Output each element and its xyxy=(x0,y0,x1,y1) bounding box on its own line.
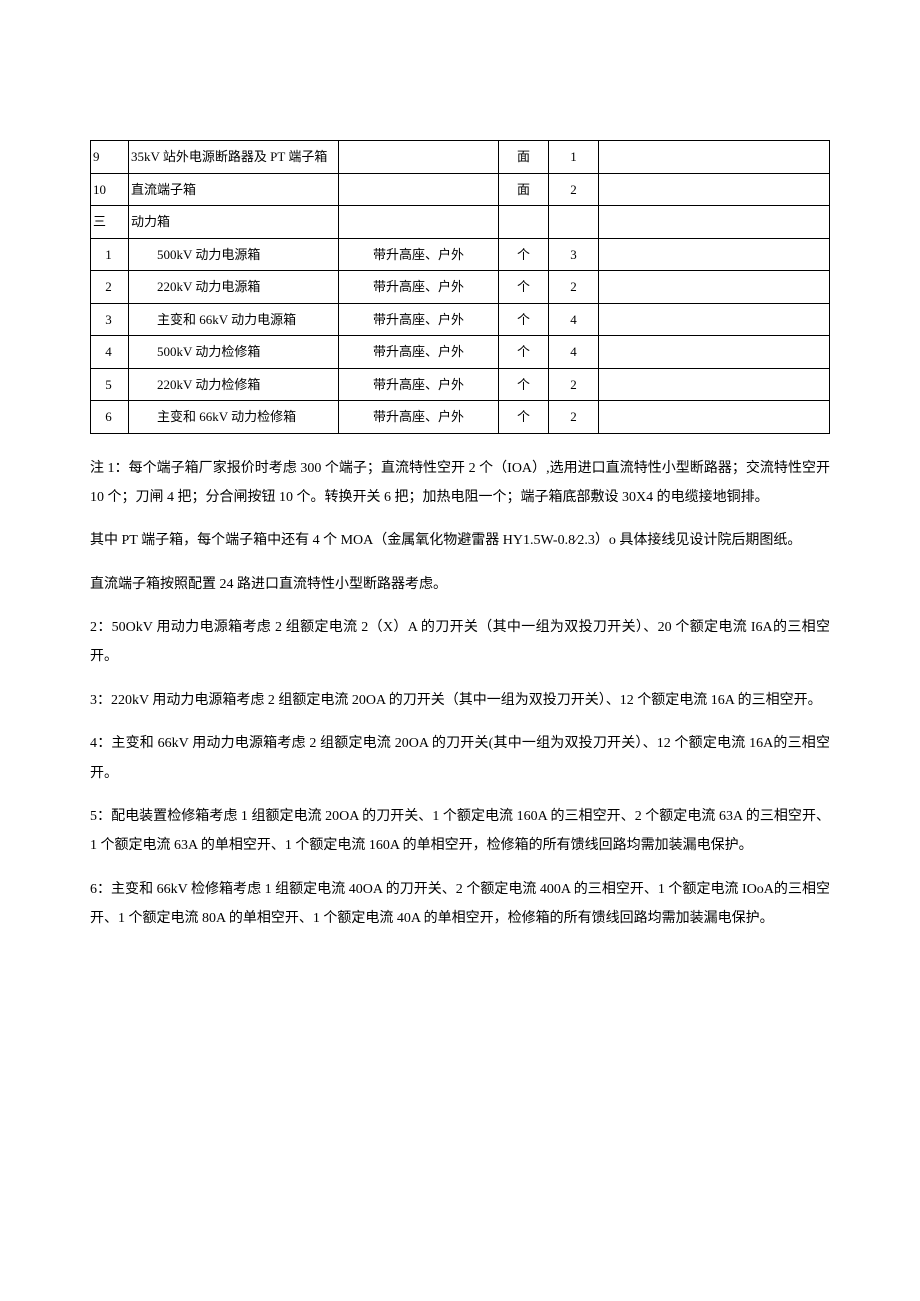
cell-spec: 带升高座、户外 xyxy=(339,401,499,434)
cell-spec: 带升高座、户外 xyxy=(339,271,499,304)
cell-index: 2 xyxy=(91,271,129,304)
cell-remark xyxy=(599,336,830,369)
cell-qty: 4 xyxy=(549,336,599,369)
cell-spec: 带升高座、户外 xyxy=(339,238,499,271)
cell-name: 动力箱 xyxy=(129,206,339,239)
cell-remark xyxy=(599,271,830,304)
cell-spec xyxy=(339,206,499,239)
cell-index: 6 xyxy=(91,401,129,434)
note-paragraph: 4：主变和 66kV 用动力电源箱考虑 2 组额定电流 20OA 的刀开关(其中… xyxy=(90,729,830,788)
cell-unit: 个 xyxy=(499,238,549,271)
cell-index: 4 xyxy=(91,336,129,369)
note-paragraph: 其中 PT 端子箱，每个端子箱中还有 4 个 MOA（金属氧化物避雷器 HY1.… xyxy=(90,526,830,555)
cell-qty: 2 xyxy=(549,368,599,401)
note-paragraph: 5：配电装置检修箱考虑 1 组额定电流 20OA 的刀开关、1 个额定电流 16… xyxy=(90,802,830,861)
note-paragraph: 3：220kV 用动力电源箱考虑 2 组额定电流 20OA 的刀开关（其中一组为… xyxy=(90,686,830,715)
cell-spec: 带升高座、户外 xyxy=(339,368,499,401)
cell-index: 3 xyxy=(91,303,129,336)
cell-unit: 个 xyxy=(499,368,549,401)
cell-remark xyxy=(599,238,830,271)
cell-remark xyxy=(599,368,830,401)
cell-spec: 带升高座、户外 xyxy=(339,303,499,336)
table-row: 10直流端子箱 面2 xyxy=(91,173,830,206)
cell-unit: 个 xyxy=(499,336,549,369)
cell-name: 500kV 动力电源箱 xyxy=(129,238,339,271)
cell-name: 主变和 66kV 动力电源箱 xyxy=(129,303,339,336)
table-row: 6主变和 66kV 动力检修箱带升高座、户外个2 xyxy=(91,401,830,434)
cell-unit: 个 xyxy=(499,401,549,434)
cell-unit: 个 xyxy=(499,271,549,304)
cell-index: 9 xyxy=(91,141,129,174)
cell-index: 1 xyxy=(91,238,129,271)
note-paragraph: 注 1：每个端子箱厂家报价时考虑 300 个端子；直流特性空开 2 个（IOA）… xyxy=(90,454,830,513)
cell-name: 35kV 站外电源断路器及 PT 端子箱 xyxy=(129,141,339,174)
table-row: 3主变和 66kV 动力电源箱带升高座、户外个4 xyxy=(91,303,830,336)
table-row: 935kV 站外电源断路器及 PT 端子箱 面1 xyxy=(91,141,830,174)
cell-qty: 2 xyxy=(549,401,599,434)
cell-spec: 带升高座、户外 xyxy=(339,336,499,369)
cell-qty: 3 xyxy=(549,238,599,271)
equipment-table: 935kV 站外电源断路器及 PT 端子箱面110直流端子箱面2三动力箱1500… xyxy=(90,140,830,434)
table-row: 5220kV 动力检修箱带升高座、户外个2 xyxy=(91,368,830,401)
cell-name: 220kV 动力电源箱 xyxy=(129,271,339,304)
cell-unit: 个 xyxy=(499,303,549,336)
cell-index: 三 xyxy=(91,206,129,239)
cell-spec xyxy=(339,173,499,206)
cell-index: 10 xyxy=(91,173,129,206)
table-row: 三动力箱 xyxy=(91,206,830,239)
cell-unit xyxy=(499,206,549,239)
table-row: 1500kV 动力电源箱带升高座、户外个3 xyxy=(91,238,830,271)
cell-name: 直流端子箱 xyxy=(129,173,339,206)
cell-name: 220kV 动力检修箱 xyxy=(129,368,339,401)
cell-name: 主变和 66kV 动力检修箱 xyxy=(129,401,339,434)
cell-spec xyxy=(339,141,499,174)
cell-name: 500kV 动力检修箱 xyxy=(129,336,339,369)
table-row: 4500kV 动力检修箱带升高座、户外个4 xyxy=(91,336,830,369)
cell-remark xyxy=(599,173,830,206)
cell-remark xyxy=(599,206,830,239)
note-paragraph: 6：主变和 66kV 检修箱考虑 1 组额定电流 40OA 的刀开关、2 个额定… xyxy=(90,875,830,934)
cell-unit: 面 xyxy=(499,141,549,174)
note-paragraph: 2：50OkV 用动力电源箱考虑 2 组额定电流 2（X）A 的刀开关（其中一组… xyxy=(90,613,830,672)
cell-remark xyxy=(599,303,830,336)
cell-qty xyxy=(549,206,599,239)
cell-index: 5 xyxy=(91,368,129,401)
note-paragraph: 直流端子箱按照配置 24 路进口直流特性小型断路器考虑。 xyxy=(90,570,830,599)
cell-qty: 1 xyxy=(549,141,599,174)
cell-unit: 面 xyxy=(499,173,549,206)
table-row: 2220kV 动力电源箱带升高座、户外个2 xyxy=(91,271,830,304)
cell-remark xyxy=(599,401,830,434)
cell-remark xyxy=(599,141,830,174)
cell-qty: 2 xyxy=(549,173,599,206)
cell-qty: 2 xyxy=(549,271,599,304)
cell-qty: 4 xyxy=(549,303,599,336)
notes-section: 注 1：每个端子箱厂家报价时考虑 300 个端子；直流特性空开 2 个（IOA）… xyxy=(90,454,830,934)
